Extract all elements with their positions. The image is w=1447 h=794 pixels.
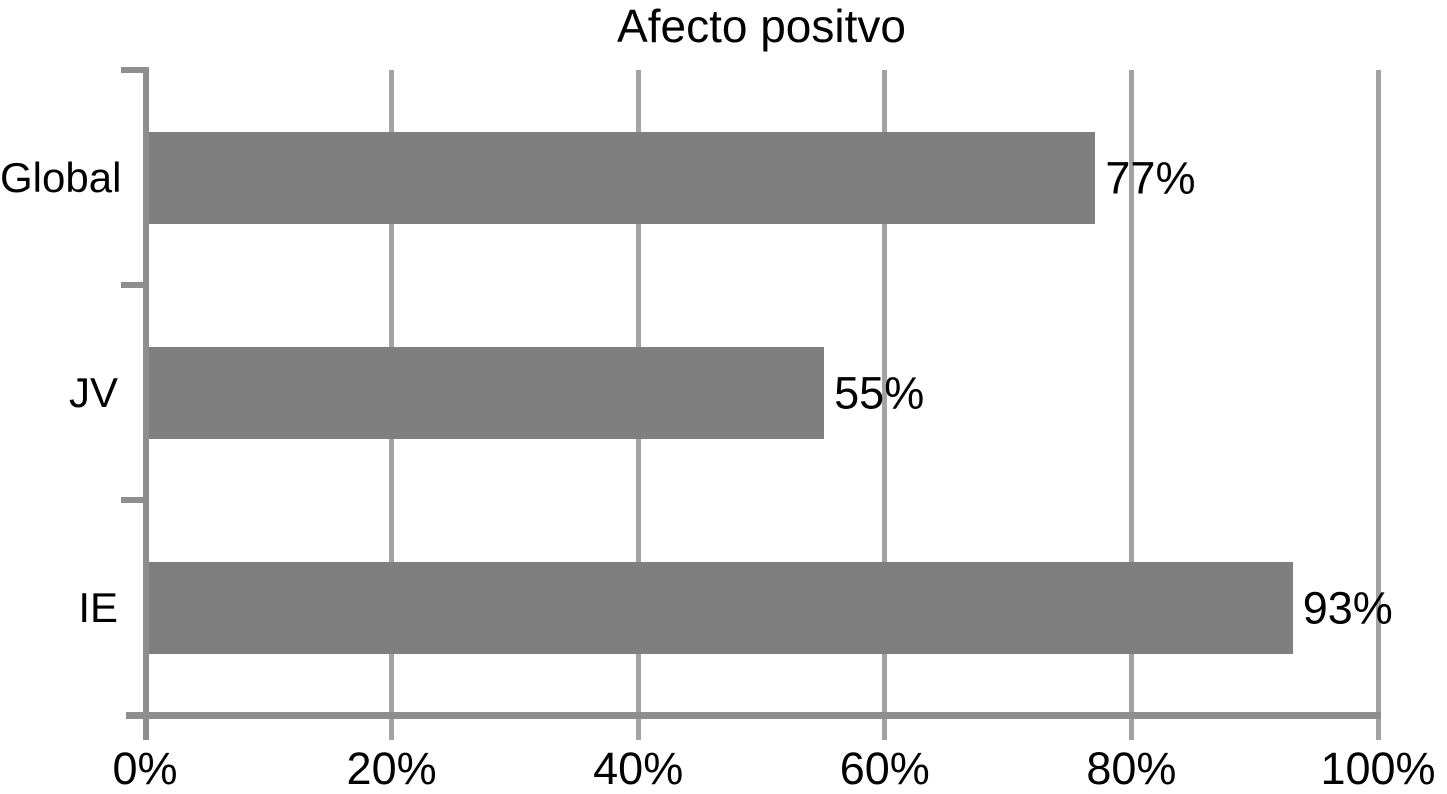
bar [146,131,1096,224]
bar [146,561,1293,654]
y-axis-tick [121,282,145,288]
x-axis-tick-label: 100% [1320,743,1436,794]
x-axis-tick-label: 20% [346,743,437,794]
x-axis-tick-label: 60% [839,743,930,794]
chart-title: Afecto positvo [617,0,906,52]
bar-value-label: 77% [1105,152,1196,203]
gridline [1375,70,1381,740]
bar [146,346,825,439]
y-axis-tick [121,67,145,73]
category-label: Global [0,153,122,201]
x-axis-tick-label: 0% [112,743,178,794]
bar-value-label: 93% [1302,582,1393,633]
x-axis-line [126,712,1381,719]
gridline [882,70,888,740]
bar-value-label: 55% [834,367,925,418]
gridline [1128,70,1134,740]
category-label: JV [68,368,118,416]
category-label: IE [78,583,118,631]
x-axis-tick-label: 40% [593,743,684,794]
y-axis-line [143,67,149,740]
y-axis-tick [121,497,145,503]
x-axis-tick-label: 80% [1086,743,1177,794]
